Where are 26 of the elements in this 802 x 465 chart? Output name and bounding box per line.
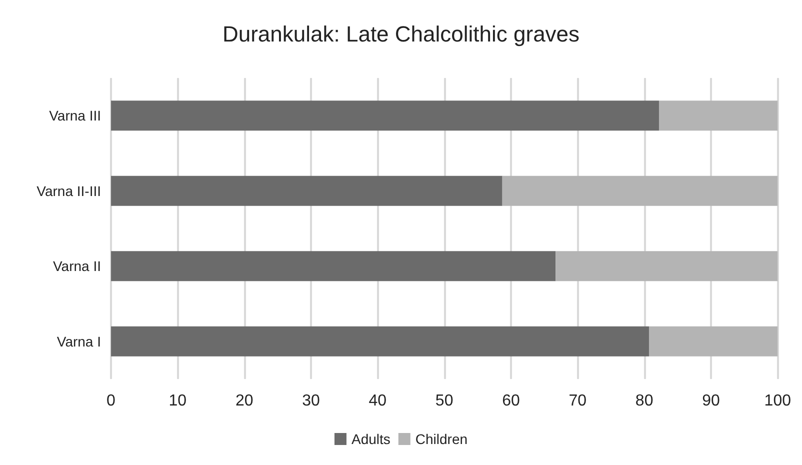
legend-label: Children [415, 431, 468, 447]
x-tick-label: 30 [302, 392, 320, 410]
bar [556, 251, 778, 282]
y-tick-label: Varna I [56, 333, 101, 350]
x-tick-label: 80 [635, 392, 654, 410]
bar [648, 326, 778, 356]
x-tick-label: 40 [368, 392, 387, 410]
legend-label: Adults [351, 431, 390, 447]
bar [502, 176, 778, 206]
y-tick-label: Varna II [53, 258, 101, 274]
x-tick-label: 50 [435, 392, 454, 410]
y-tick-label: Varna III [49, 108, 101, 124]
x-tick-label: 90 [702, 392, 720, 410]
chart-title: Durankulak: Late Chalcolithic graves [222, 22, 580, 46]
bar [111, 326, 649, 356]
x-tick-label: 0 [106, 392, 116, 410]
bar [111, 100, 659, 131]
y-tick-label: Varna II-III [36, 182, 101, 199]
x-tick-label: 60 [502, 392, 520, 410]
bar [111, 176, 502, 206]
x-tick-label: 10 [168, 392, 187, 410]
x-tick-label: 100 [764, 392, 792, 410]
x-tick-label: 20 [235, 392, 254, 410]
bar [658, 100, 778, 131]
x-tick-label: 70 [568, 392, 587, 410]
bar [111, 251, 556, 282]
